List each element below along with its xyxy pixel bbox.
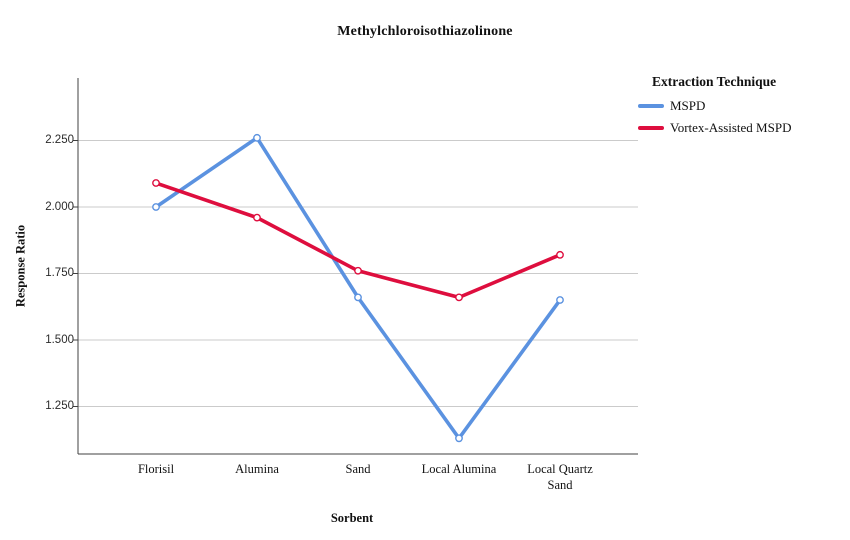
- data-point-marker: [152, 179, 160, 187]
- chart-title: Methylchloroisothiazolinone: [337, 24, 513, 39]
- legend-title: Extraction Technique: [652, 74, 777, 89]
- data-point-marker: [354, 266, 362, 275]
- legend-line-swatch-vortex-assisted-mspd: [638, 126, 664, 130]
- y-tick-label: 2.000: [45, 200, 74, 213]
- legend-label-mspd: MSPD: [670, 98, 706, 113]
- legend: Extraction Technique MSPD Vortex-Assiste…: [638, 74, 843, 142]
- legend-entry-vortex-assisted-mspd: Vortex-Assisted MSPD: [638, 120, 843, 136]
- series-line-vortex-assisted-mspd: [154, 181, 562, 300]
- x-axis-title: Sorbent: [330, 511, 374, 525]
- y-tick-label: 1.750: [45, 267, 74, 280]
- series-line-mspd: [154, 136, 562, 441]
- x-category-label: Local Alumina: [421, 462, 497, 476]
- y-tick-label: 1.250: [45, 400, 74, 413]
- data-point-marker: [556, 296, 564, 304]
- data-point-marker: [253, 213, 261, 222]
- data-point-marker: [455, 293, 463, 302]
- legend-entry-mspd: MSPD: [638, 98, 843, 114]
- x-category-label: Local Quartz Sand: [527, 462, 593, 493]
- data-point-marker: [253, 133, 261, 142]
- data-point-marker: [455, 434, 463, 443]
- legend-label-vortex-assisted-mspd: Vortex-Assisted MSPD: [670, 120, 792, 135]
- x-category-label: Sand: [345, 462, 371, 476]
- legend-line-swatch-mspd: [638, 104, 664, 108]
- x-category-label: Alumina: [235, 462, 279, 476]
- data-point-marker: [152, 203, 160, 211]
- y-tick-label: 1.500: [45, 333, 74, 346]
- data-point-marker: [556, 250, 564, 259]
- x-category-label: Florisil: [137, 462, 175, 476]
- data-point-marker: [354, 293, 362, 302]
- y-tick-label: 2.250: [45, 134, 74, 147]
- y-axis-title: Response Ratio: [13, 224, 28, 308]
